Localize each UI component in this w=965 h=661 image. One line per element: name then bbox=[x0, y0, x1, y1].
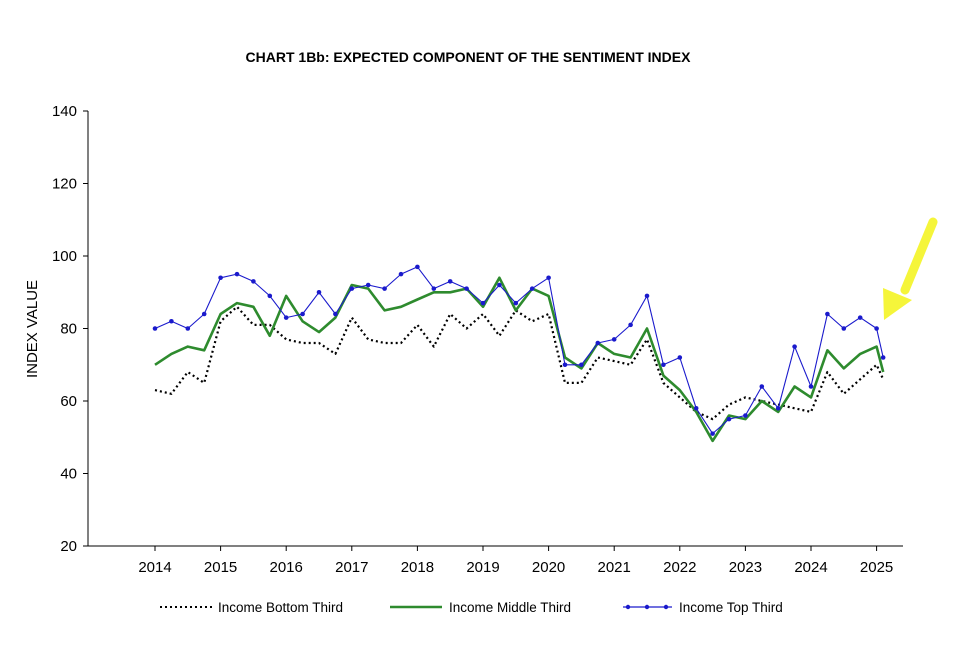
series-point-2 bbox=[513, 300, 519, 306]
series-point-2 bbox=[169, 318, 174, 324]
legend-top-marker bbox=[625, 604, 631, 610]
series-line-2 bbox=[154, 266, 884, 435]
series-point-2 bbox=[628, 322, 633, 328]
y-tick-label: 120 bbox=[52, 176, 77, 193]
series-point-2 bbox=[415, 264, 420, 270]
x-tick-label: 2024 bbox=[794, 559, 827, 576]
series-point-2 bbox=[267, 293, 273, 299]
chart-title: CHART 1Bb: EXPECTED COMPONENT OF THE SEN… bbox=[246, 49, 692, 65]
series-point-2 bbox=[874, 326, 879, 331]
series-point-2 bbox=[300, 311, 305, 317]
series-point-2 bbox=[759, 384, 765, 389]
legend-top-marker bbox=[663, 604, 669, 610]
series-point-2 bbox=[825, 311, 830, 317]
x-tick-label: 2022 bbox=[663, 559, 696, 576]
series-group bbox=[152, 264, 886, 443]
series-point-2 bbox=[775, 405, 781, 411]
series-point-2 bbox=[349, 286, 355, 291]
y-tick-label: 80 bbox=[60, 321, 77, 338]
series-point-2 bbox=[644, 293, 650, 299]
series-point-2 bbox=[857, 315, 863, 320]
series-point-2 bbox=[841, 326, 847, 331]
x-ticks: 2014 2015 2016 2017 2018 2019 2020 2021 2022 2023… bbox=[138, 546, 893, 576]
legend-top-marker bbox=[644, 604, 650, 610]
series-point-2 bbox=[382, 286, 387, 291]
series-point-2 bbox=[579, 362, 584, 368]
series-point-2 bbox=[480, 300, 486, 306]
series-point-2 bbox=[447, 279, 453, 284]
x-tick-label: 2021 bbox=[598, 559, 631, 576]
x-tick-label: 2019 bbox=[466, 559, 499, 576]
series-point-2 bbox=[333, 311, 338, 317]
series-point-2 bbox=[234, 271, 240, 277]
series-point-2 bbox=[743, 413, 748, 418]
series-point-2 bbox=[792, 344, 797, 349]
x-tick-label: 2023 bbox=[729, 559, 762, 576]
legend-middle-label: Income Middle Third bbox=[449, 600, 571, 615]
x-tick-label: 2016 bbox=[270, 559, 303, 576]
y-tick-label: 60 bbox=[60, 393, 77, 410]
legend-bottom-label: Income Bottom Third bbox=[218, 600, 343, 615]
series-point-2 bbox=[152, 326, 158, 331]
legend: Income Bottom Third Income Middle Third … bbox=[160, 600, 783, 615]
x-tick-label: 2018 bbox=[401, 559, 434, 576]
y-tick-label: 20 bbox=[60, 538, 77, 555]
series-point-2 bbox=[880, 355, 886, 360]
y-axis-label: INDEX VALUE bbox=[24, 280, 41, 378]
series-point-2 bbox=[808, 384, 814, 389]
series-line-1 bbox=[154, 276, 885, 443]
x-tick-label: 2025 bbox=[860, 559, 893, 576]
series-point-2 bbox=[529, 286, 535, 291]
y-tick-label: 100 bbox=[52, 248, 77, 265]
series-point-2 bbox=[693, 405, 699, 411]
series-point-2 bbox=[464, 286, 469, 291]
x-tick-label: 2014 bbox=[138, 559, 171, 576]
series-point-2 bbox=[316, 289, 322, 295]
series-point-2 bbox=[546, 275, 551, 281]
series-point-2 bbox=[201, 311, 207, 317]
series-point-2 bbox=[251, 279, 256, 284]
series-point-2 bbox=[595, 340, 601, 346]
series-point-2 bbox=[677, 355, 683, 360]
x-tick-label: 2017 bbox=[335, 559, 368, 576]
x-tick-label: 2020 bbox=[532, 559, 565, 576]
series-point-2 bbox=[562, 362, 568, 368]
series-point-2 bbox=[710, 431, 715, 436]
y-ticks: 20 40 60 80 100 120 140 bbox=[52, 103, 88, 555]
legend-top-label: Income Top Third bbox=[679, 600, 783, 615]
y-tick-label: 140 bbox=[52, 103, 77, 120]
annotation-arrow-icon bbox=[883, 217, 938, 320]
series-point-2 bbox=[726, 416, 732, 422]
series-point-2 bbox=[218, 275, 223, 281]
series-point-2 bbox=[398, 271, 404, 277]
series-point-2 bbox=[431, 286, 437, 291]
y-tick-label: 40 bbox=[60, 466, 77, 483]
series-point-2 bbox=[497, 282, 502, 288]
series-point-2 bbox=[365, 282, 371, 288]
series-point-2 bbox=[661, 362, 666, 368]
series-point-2 bbox=[185, 326, 191, 331]
series-point-2 bbox=[611, 337, 617, 342]
series-point-2 bbox=[283, 315, 289, 320]
series-line-0 bbox=[154, 305, 885, 421]
x-tick-label: 2015 bbox=[204, 559, 237, 576]
